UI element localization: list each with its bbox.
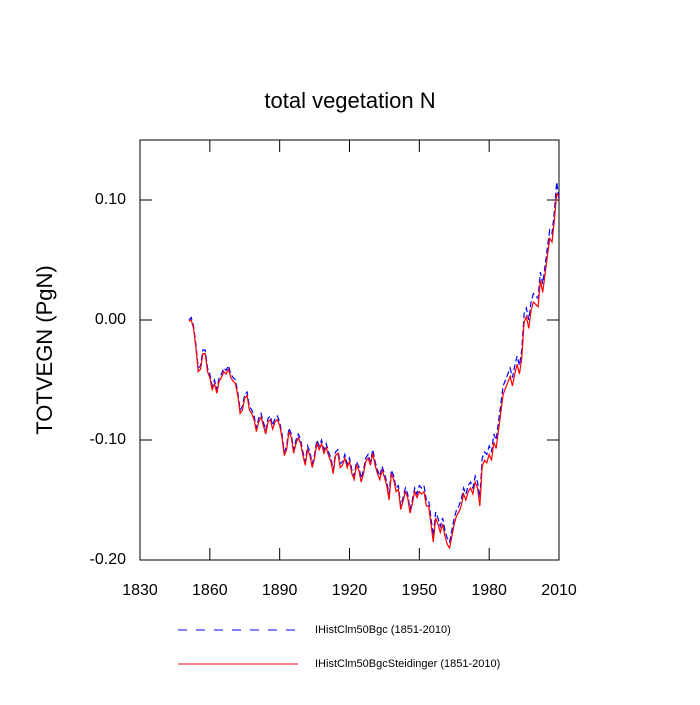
legend-label: IHistClm50Bgc (1851-2010) (315, 624, 451, 636)
y-tick-label: 0.10 (95, 191, 126, 208)
x-tick-label: 1860 (192, 582, 228, 599)
y-tick-label: -0.10 (90, 431, 127, 448)
x-tick-label: 1950 (402, 582, 438, 599)
chart-title: total vegetation N (264, 88, 435, 113)
y-axis-label: TOTVEGN (PgN) (32, 265, 57, 435)
data-line (188, 181, 560, 544)
y-tick-label: -0.20 (90, 551, 127, 568)
x-tick-label: 1920 (332, 582, 368, 599)
x-tick-label: 1830 (122, 582, 158, 599)
x-tick-label: 1890 (262, 582, 298, 599)
x-tick-label: 2010 (541, 582, 577, 599)
data-line (188, 192, 560, 550)
legend-label: IHistClm50BgcSteidinger (1851-2010) (315, 658, 500, 670)
y-tick-label: 0.00 (95, 311, 126, 328)
x-tick-label: 1980 (471, 582, 507, 599)
